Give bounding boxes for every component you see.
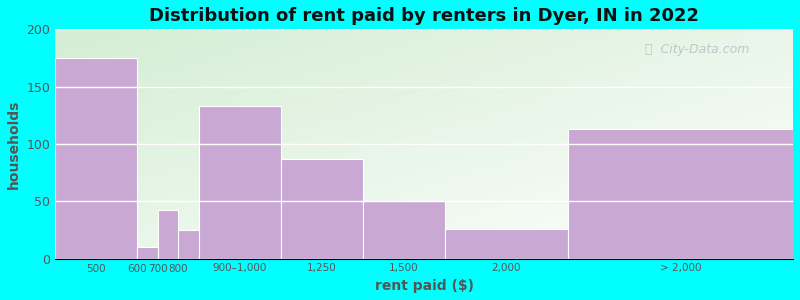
X-axis label: rent paid ($): rent paid ($) (374, 279, 474, 293)
Title: Distribution of rent paid by renters in Dyer, IN in 2022: Distribution of rent paid by renters in … (149, 7, 699, 25)
Text: ⓘ  City-Data.com: ⓘ City-Data.com (646, 43, 750, 56)
Bar (178, 230, 198, 259)
Bar (281, 159, 362, 259)
Bar (198, 106, 281, 259)
Bar (362, 201, 445, 259)
Bar (138, 247, 158, 259)
Bar (568, 129, 793, 259)
Bar (445, 229, 568, 259)
Bar (55, 58, 138, 259)
Y-axis label: households: households (7, 99, 21, 189)
Bar (158, 211, 178, 259)
